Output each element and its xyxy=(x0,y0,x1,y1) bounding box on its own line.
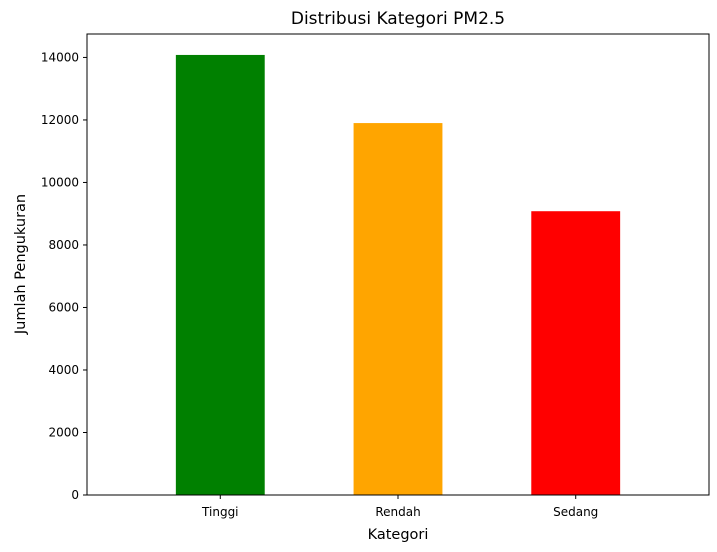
y-tick-label: 12000 xyxy=(41,113,79,127)
y-tick-label: 0 xyxy=(71,488,79,502)
plot-frame xyxy=(86,33,710,496)
chart-title: Distribusi Kategori PM2.5 xyxy=(291,9,505,29)
bar-sedang xyxy=(531,211,621,495)
x-axis-label: Kategori xyxy=(368,527,429,543)
bar-tinggi xyxy=(175,54,265,495)
x-axis: Tinggi Rendah Sedang xyxy=(201,495,598,519)
y-tick-label: 10000 xyxy=(41,175,79,189)
bar-rendah xyxy=(353,123,443,495)
y-tick-label: 8000 xyxy=(48,238,79,252)
x-tick-label: Tinggi xyxy=(201,505,238,519)
y-tick-label: 6000 xyxy=(48,300,79,314)
x-tick-label: Sedang xyxy=(553,505,598,519)
y-axis: 0 2000 4000 6000 8000 10000 12000 14000 xyxy=(41,50,87,502)
y-tick-label: 4000 xyxy=(48,363,79,377)
y-tick-label: 14000 xyxy=(41,50,79,64)
y-tick-label: 2000 xyxy=(48,425,79,439)
bars-group xyxy=(175,54,621,495)
x-tick-label: Rendah xyxy=(375,505,420,519)
y-axis-label: Jumlah Pengukuran xyxy=(13,194,29,335)
